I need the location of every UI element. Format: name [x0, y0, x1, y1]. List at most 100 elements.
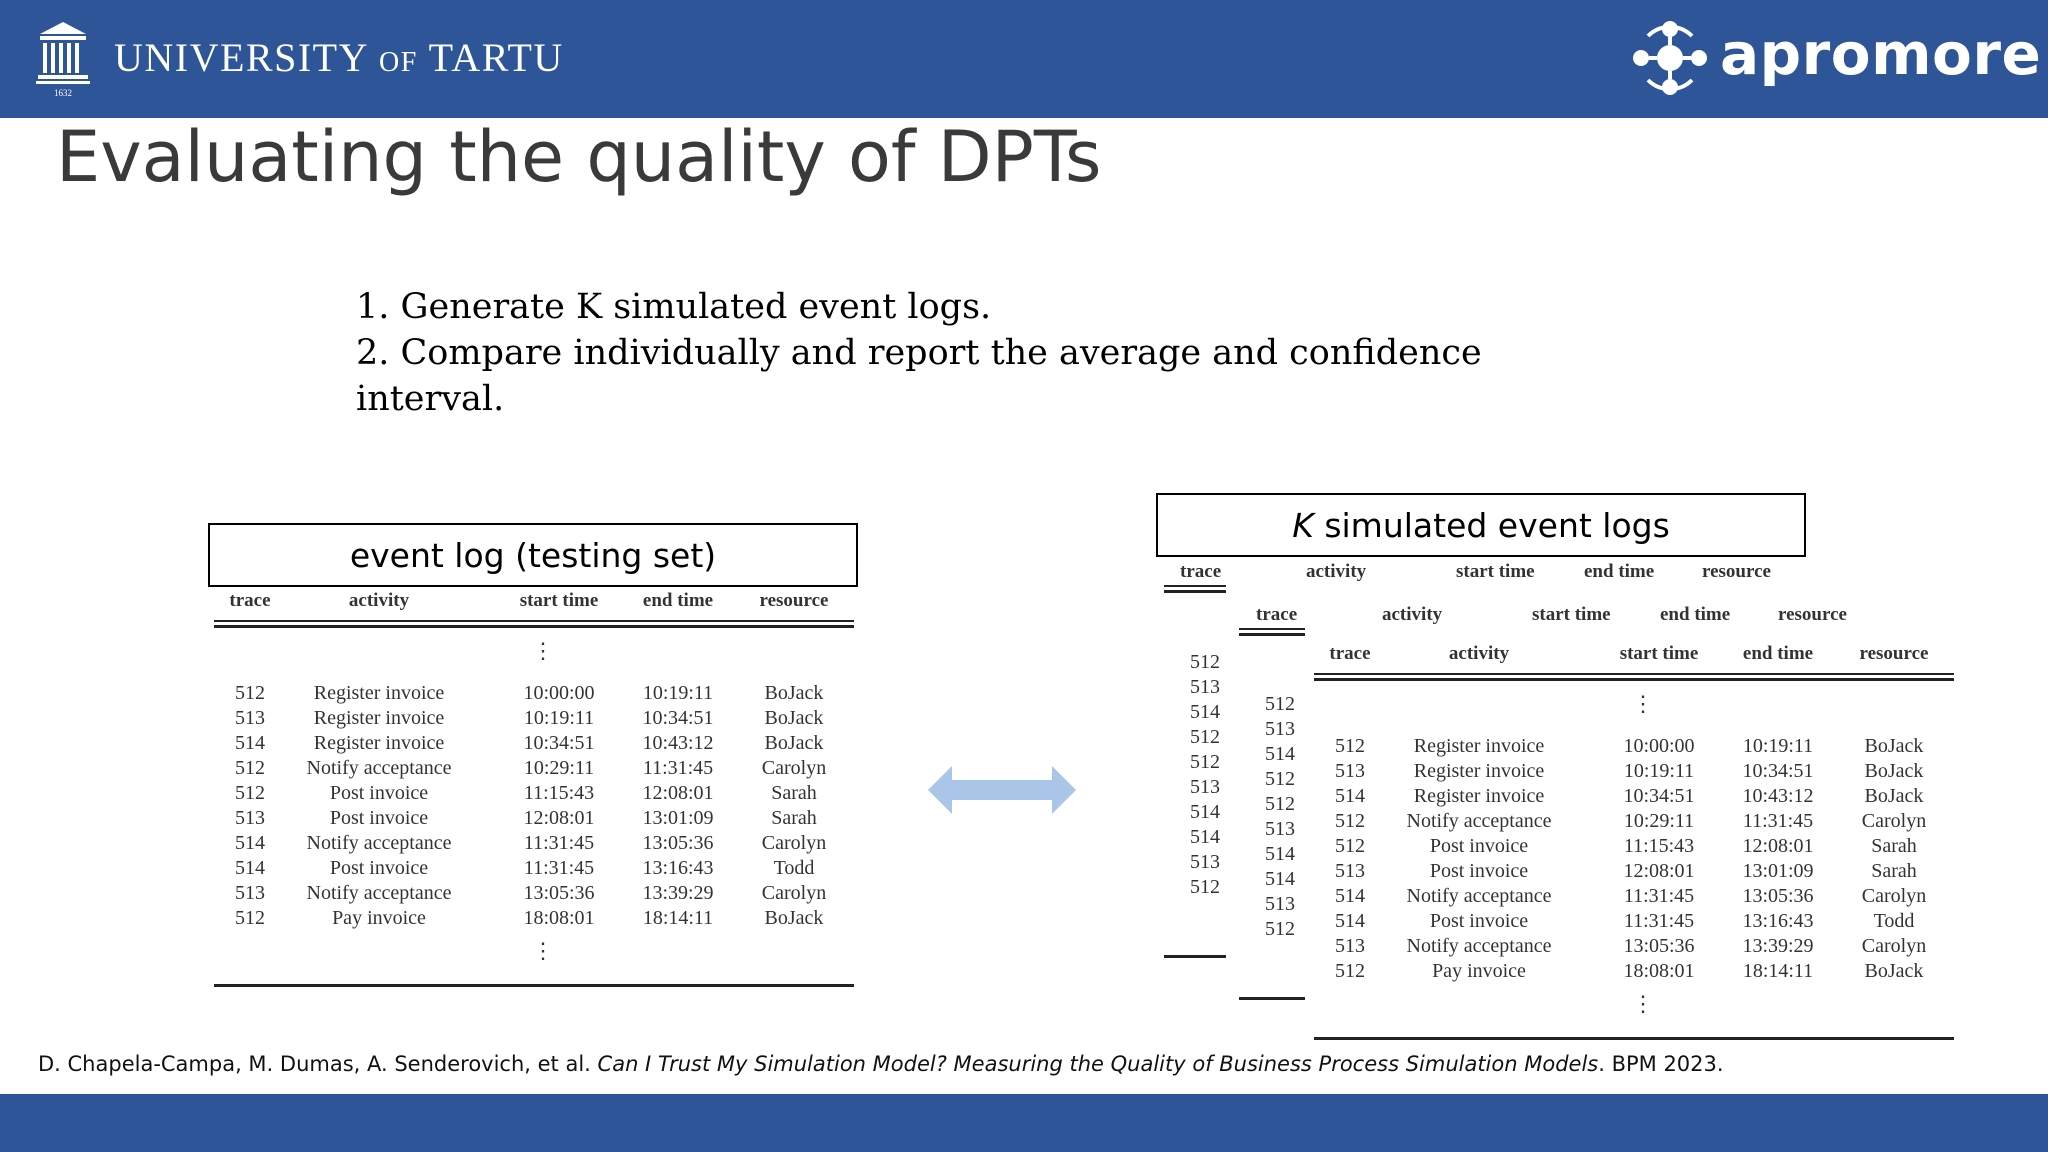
- table-cell: Register invoice: [1413, 760, 1545, 782]
- table-cell: Post invoice: [329, 807, 429, 829]
- table-cell: Post invoice: [329, 782, 429, 804]
- table-rule: [214, 625, 854, 628]
- university-seal-year: 1632: [54, 88, 72, 98]
- trace-cell: 514: [1190, 826, 1220, 848]
- step-2: 2. Compare individually and report the a…: [356, 333, 1482, 373]
- table-cell: 10:29:11: [1623, 810, 1695, 832]
- table-cell: 13:16:43: [642, 857, 714, 879]
- table-cell: 512: [235, 757, 265, 779]
- table-cell: 514: [235, 732, 265, 754]
- table-rule: [1164, 585, 1226, 587]
- table-rule: [1314, 678, 1954, 681]
- column-header: resource: [1859, 643, 1929, 664]
- column-header: resource: [759, 590, 829, 611]
- table-cell: 10:00:00: [1623, 735, 1695, 757]
- table-cell: 10:19:11: [1742, 735, 1814, 757]
- column-header: activity: [1382, 604, 1443, 625]
- table-header: trace activity start time end time resou…: [214, 590, 854, 624]
- trace-cell: 512: [1190, 651, 1220, 673]
- table-cell: 10:43:12: [1742, 785, 1814, 807]
- table-row: 512 Notify acceptance 10:29:11 11:31:45 Caro…: [214, 757, 854, 782]
- column-header: start time: [1456, 561, 1535, 582]
- table-rule: [1314, 673, 1954, 675]
- column-header: resource: [1702, 561, 1771, 582]
- column-header: activity: [348, 590, 410, 611]
- table-row: 513 Register invoice 10:19:11 10:34:51 BoJac…: [214, 707, 854, 732]
- table-cell: 10:34:51: [642, 707, 714, 729]
- table-cell: Sarah: [771, 782, 817, 804]
- table-cell: 13:05:36: [1623, 935, 1695, 957]
- table-cell: 18:14:11: [642, 907, 714, 929]
- table-cell: 10:34:51: [523, 732, 595, 754]
- column-header: start time: [1532, 604, 1611, 625]
- table-cell: Register invoice: [313, 682, 445, 704]
- table-cell: 512: [1335, 810, 1365, 832]
- table-cell: Pay invoice: [332, 907, 426, 929]
- table-cell: 512: [1335, 735, 1365, 757]
- table-cell: 12:08:01: [1623, 860, 1695, 882]
- table-cell: 513: [1335, 935, 1365, 957]
- table-cell: Todd: [773, 857, 815, 879]
- table-cell: BoJack: [764, 732, 824, 754]
- table-cell: Post invoice: [329, 857, 429, 879]
- table-cell: Pay invoice: [1432, 960, 1526, 982]
- table-cell: Sarah: [1871, 835, 1917, 857]
- footer-bar: [0, 1094, 2048, 1152]
- table-cell: Carolyn: [761, 832, 827, 854]
- table-cell: 11:31:45: [523, 832, 595, 854]
- table-cell: BoJack: [764, 707, 824, 729]
- table-rule: [1239, 997, 1305, 1000]
- trace-cell: 513: [1265, 718, 1295, 740]
- trace-cell: 514: [1190, 801, 1220, 823]
- table-cell: Post invoice: [1429, 910, 1529, 932]
- table-row: 513 Register invoice 10:19:11 10:34:51 BoJac…: [1314, 760, 1954, 785]
- table-row: 514 Register invoice 10:34:51 10:43:12 BoJac…: [214, 732, 854, 757]
- column-header: resource: [1778, 604, 1847, 625]
- table-cell: Sarah: [771, 807, 817, 829]
- testing-set-label: event log (testing set): [208, 523, 858, 587]
- table-cell: BoJack: [764, 907, 824, 929]
- table-cell: Post invoice: [1429, 835, 1529, 857]
- table-cell: Notify acceptance: [1406, 810, 1552, 832]
- trace-cell: 512: [1265, 918, 1295, 940]
- simulated-event-log-table: trace activity start time end time resou…: [1314, 643, 1954, 1043]
- table-row: 514 Register invoice 10:34:51 10:43:12 BoJac…: [1314, 785, 1954, 810]
- table-cell: Carolyn: [1861, 810, 1927, 832]
- trace-cell: 514: [1190, 701, 1220, 723]
- trace-column: 512 513 514 512 512 513 514 514 513 512: [1180, 651, 1230, 901]
- table-rule: [1239, 628, 1305, 630]
- column-header: end time: [1660, 604, 1731, 625]
- table-cell: 10:29:11: [523, 757, 595, 779]
- table-cell: 11:31:45: [1623, 910, 1695, 932]
- ellipsis-top: ⋮: [532, 638, 554, 663]
- table-row: 513 Notify acceptance 13:05:36 13:39:29 Caro…: [1314, 935, 1954, 960]
- trace-cell: 513: [1265, 818, 1295, 840]
- table-cell: Carolyn: [1861, 885, 1927, 907]
- table-cell: 13:05:36: [1742, 885, 1814, 907]
- table-cell: Notify acceptance: [1406, 935, 1552, 957]
- column-header: end time: [642, 590, 714, 611]
- table-header: trace activity start time end time resou…: [1314, 643, 1954, 677]
- table-cell: Todd: [1873, 910, 1915, 932]
- table-cell: 514: [1335, 885, 1365, 907]
- table-cell: 513: [1335, 760, 1365, 782]
- trace-cell: 512: [1190, 751, 1220, 773]
- apromore-logo-icon: [1633, 21, 1707, 95]
- column-header: activity: [1306, 561, 1367, 582]
- table-row: 512 Post invoice 11:15:43 12:08:01 Sarah: [1314, 835, 1954, 860]
- table-cell: 10:19:11: [1623, 760, 1695, 782]
- table-cell: Carolyn: [761, 757, 827, 779]
- trace-cell: 513: [1190, 776, 1220, 798]
- table-cell: 12:08:01: [642, 782, 714, 804]
- ellipsis-bottom: ⋮: [532, 938, 554, 963]
- table-cell: BoJack: [764, 682, 824, 704]
- table-cell: 13:01:09: [642, 807, 714, 829]
- table-cell: Register invoice: [313, 732, 445, 754]
- column-header: start time: [519, 590, 599, 611]
- ellipsis-top: ⋮: [1632, 691, 1654, 716]
- table-cell: Notify acceptance: [306, 832, 452, 854]
- table-cell: BoJack: [1864, 960, 1924, 982]
- table-row: 512 Register invoice 10:00:00 10:19:11 BoJac…: [214, 682, 854, 707]
- table-row: 513 Post invoice 12:08:01 13:01:09 Sarah: [214, 807, 854, 832]
- table-cell: Notify acceptance: [306, 882, 452, 904]
